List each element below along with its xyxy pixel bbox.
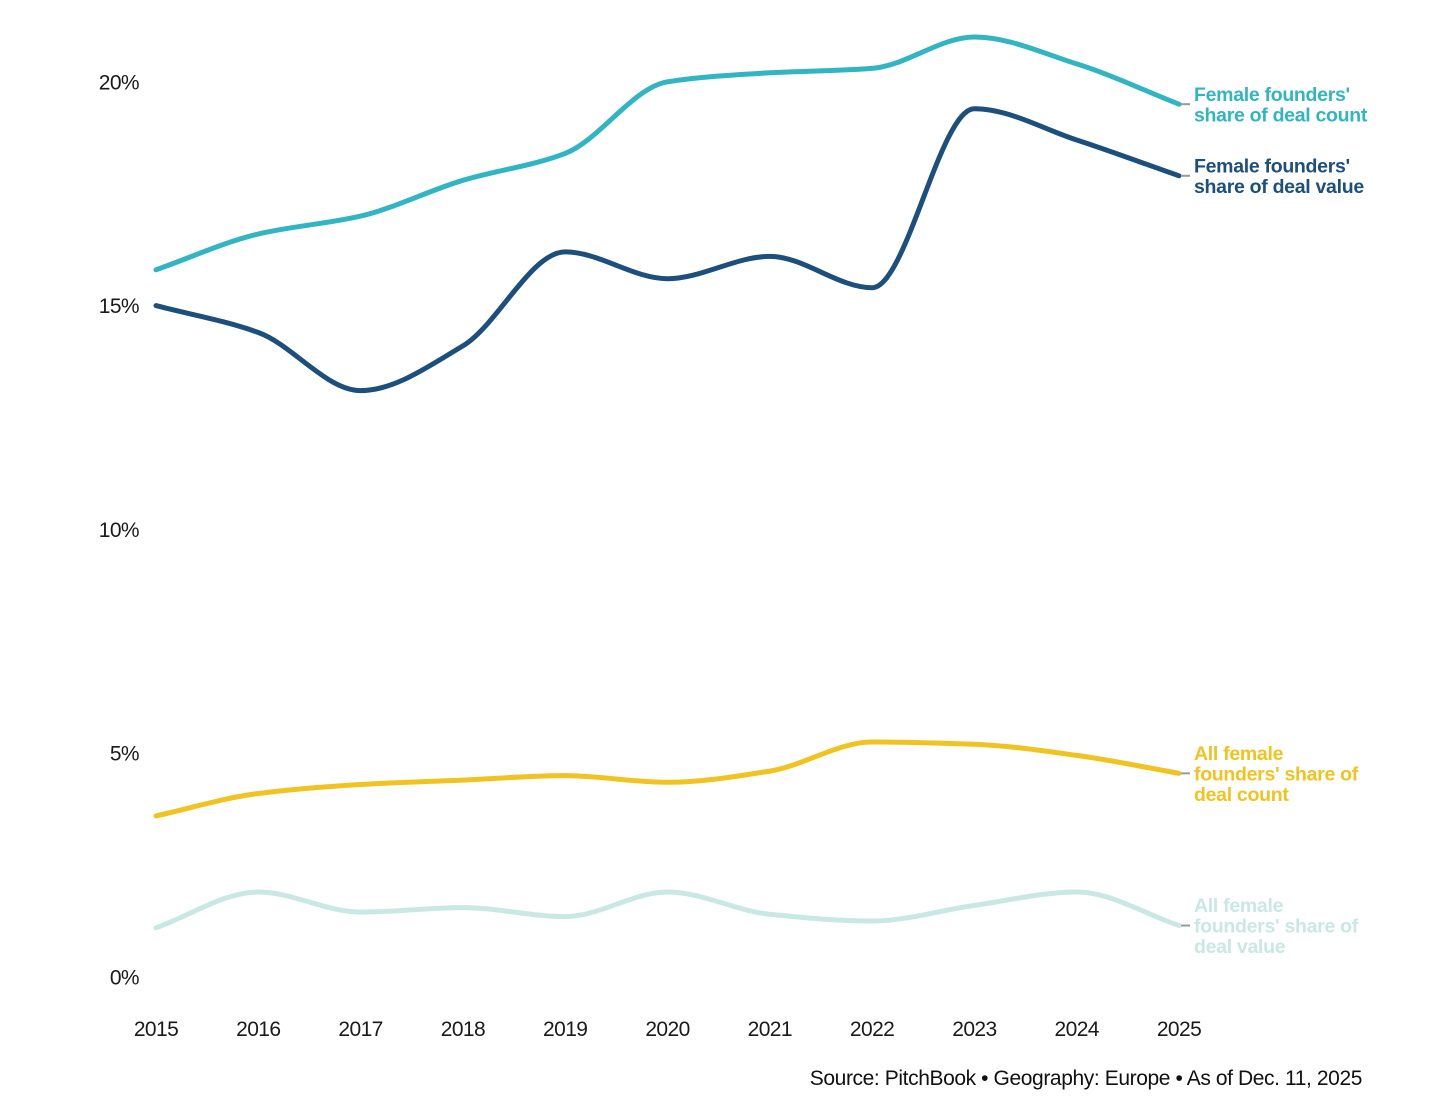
y-axis-tick-label: 10% [99,519,139,542]
series-line-female-share-deal-value [153,106,1182,394]
x-axis-tick-label: 2020 [645,1018,689,1041]
x-axis-tick-label: 2018 [441,1018,485,1041]
x-axis-tick-label: 2025 [1157,1018,1201,1041]
series-label-all-female-share-deal-value: All female founders' share of deal value [1194,895,1359,958]
x-axis-tick-label: 2021 [748,1018,792,1041]
series-label-female-share-deal-value: Female founders' share of deal value [1194,156,1364,199]
x-axis-tick-label: 2022 [850,1018,894,1041]
x-axis-tick-label: 2017 [338,1018,382,1041]
source-note: Source: PitchBook • Geography: Europe • … [809,1067,1363,1090]
series-line-all-female-share-deal-count [153,739,1182,819]
series-label-all-female-share-deal-count: All female founders' share of deal count [1194,743,1359,806]
x-axis-tick-label: 2016 [236,1018,280,1041]
series-line-female-share-deal-count [153,34,1182,273]
series-label-female-share-deal-count: Female founders' share of deal count [1194,84,1368,127]
y-axis-tick-label: 15% [99,295,139,318]
x-axis-tick-label: 2015 [134,1018,178,1041]
x-axis-tick-label: 2024 [1055,1018,1100,1041]
y-axis-tick-label: 0% [110,967,139,990]
y-axis-tick-label: 5% [110,743,139,766]
y-axis-tick-label: 20% [99,71,139,94]
x-axis-tick-label: 2019 [543,1018,587,1041]
series-line-all-female-share-deal-value [153,889,1182,931]
x-axis-tick-label: 2023 [952,1018,996,1041]
